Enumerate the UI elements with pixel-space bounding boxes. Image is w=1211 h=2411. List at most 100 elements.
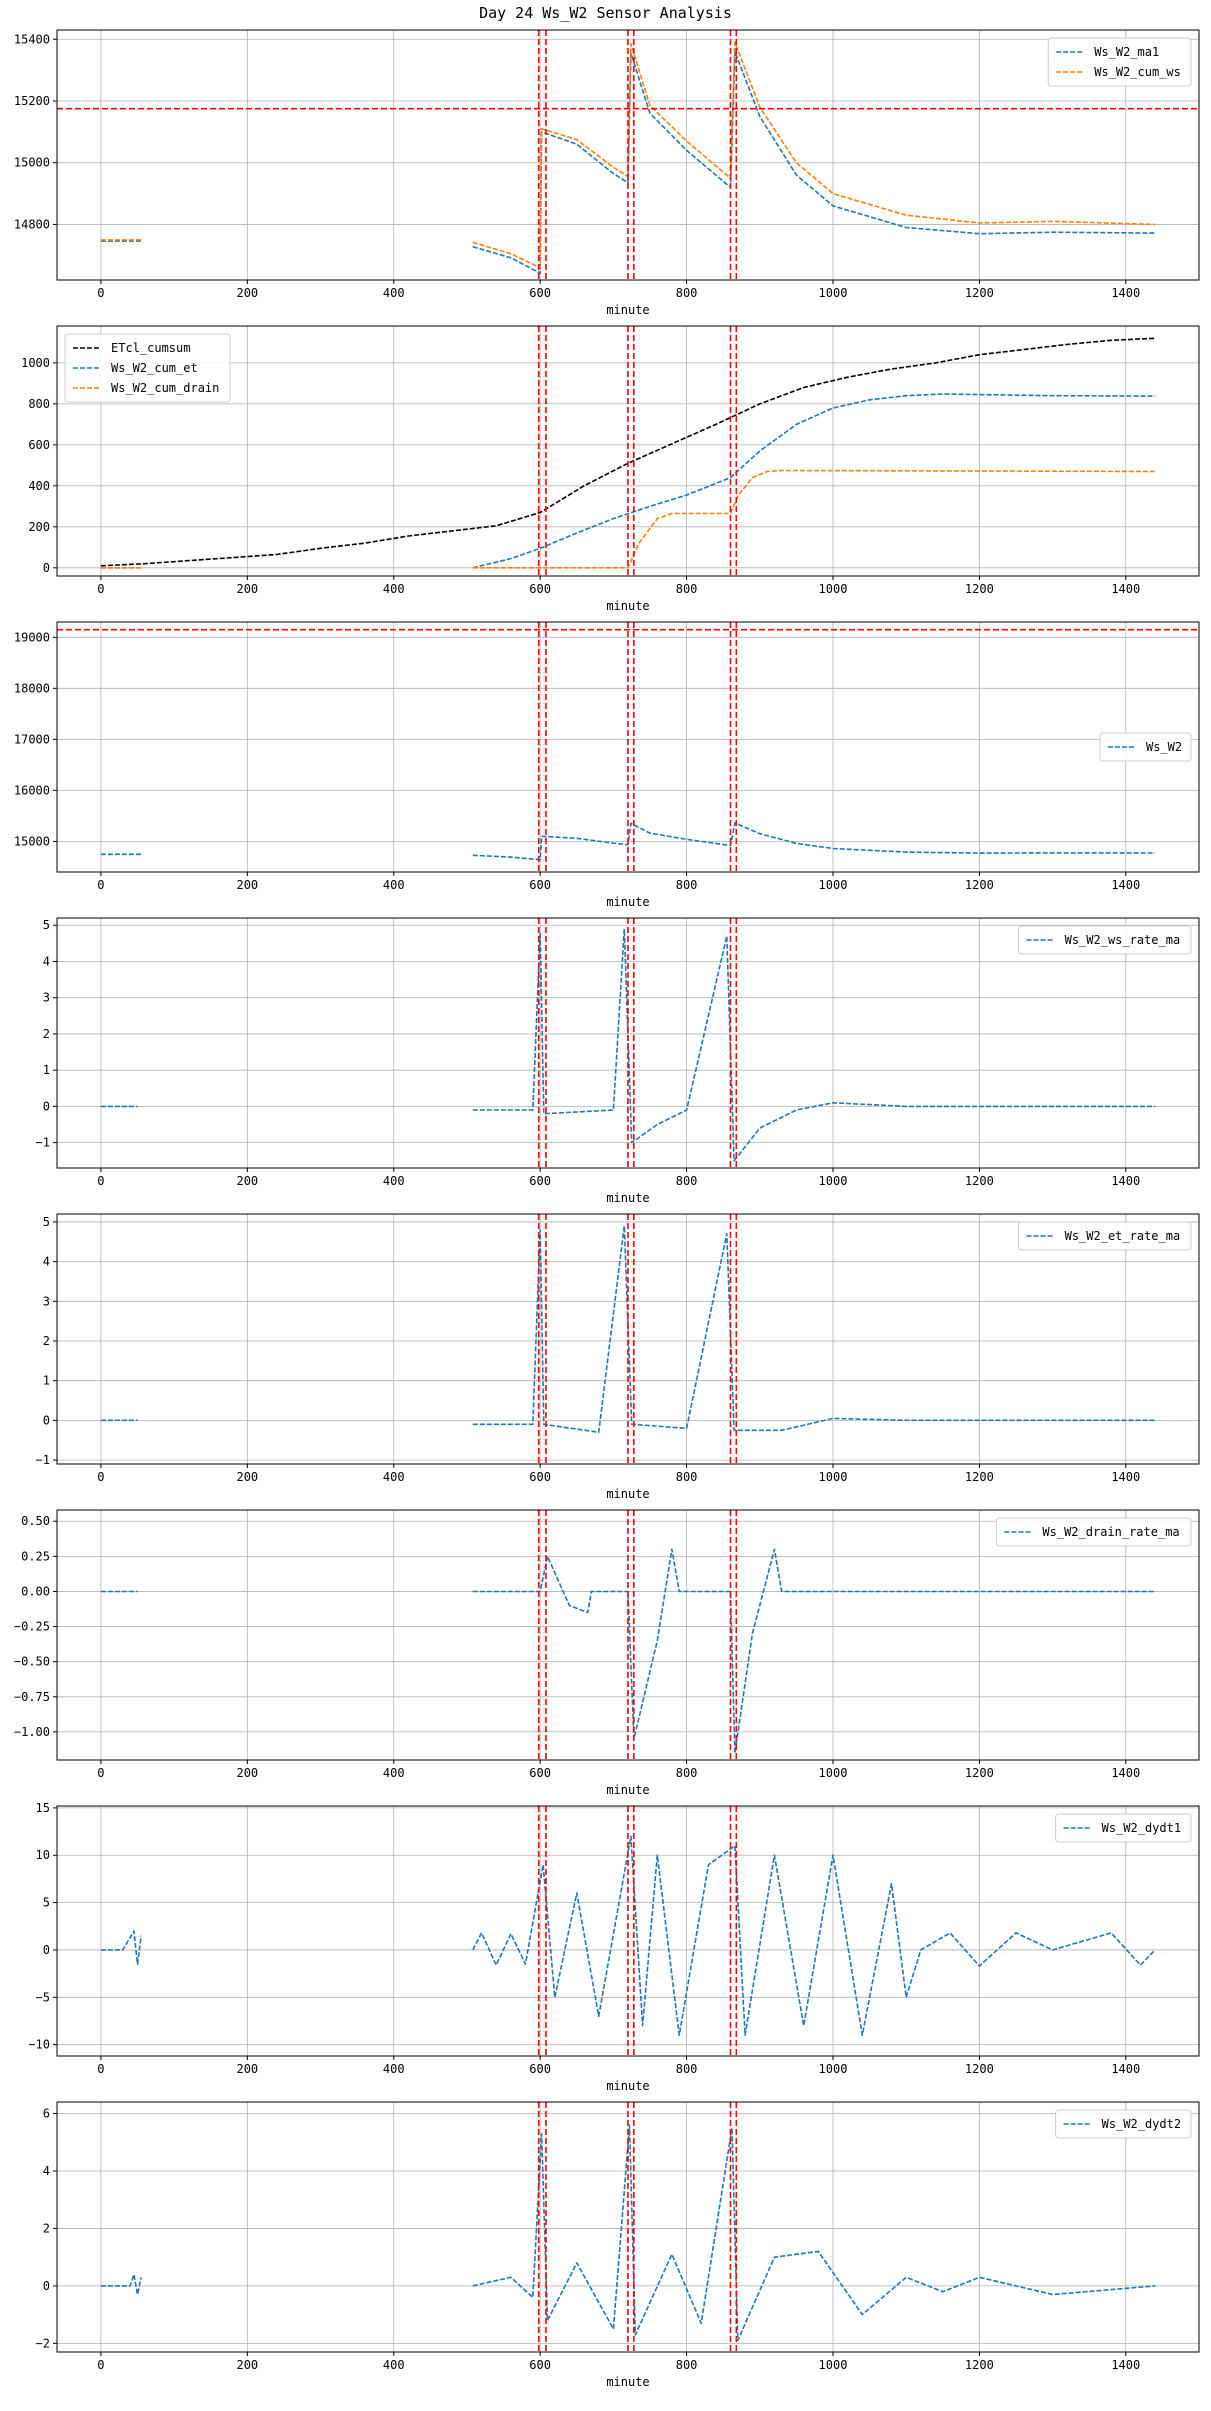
series-line-Ws_W2_cum_ws xyxy=(100,41,1156,269)
x-tick-label: 400 xyxy=(383,1766,405,1780)
y-tick-label: −1.00 xyxy=(14,1725,50,1739)
legend-box xyxy=(1047,37,1192,87)
y-tick-label: 0 xyxy=(43,561,50,575)
x-tick-label: 1000 xyxy=(819,878,848,892)
series-line-Ws_W2_ma1 xyxy=(100,50,1156,274)
y-tick-label: 1 xyxy=(43,1063,50,1077)
x-tick-label: 1400 xyxy=(1111,878,1140,892)
legend-box xyxy=(1099,732,1192,762)
x-tick-label: 1400 xyxy=(1111,286,1140,300)
x-tick-label: 1400 xyxy=(1111,1766,1140,1780)
x-tick-label: 800 xyxy=(676,1174,698,1188)
chart-panel-5: 0 200 400 600 800 1000 1200 1400 −1 0 1 2 3 4 5 minute W… xyxy=(36,1213,1200,1501)
y-tick-label: −1 xyxy=(36,1453,50,1467)
y-tick-label: 3 xyxy=(43,991,50,1005)
x-tick-label: 600 xyxy=(529,1174,551,1188)
y-tick-label: −10 xyxy=(28,2038,50,2052)
x-tick-label: 600 xyxy=(529,1470,551,1484)
x-tick-label: 1200 xyxy=(965,1174,994,1188)
legend-label: Ws_W2_cum_et xyxy=(111,361,198,375)
x-tick-label: 1000 xyxy=(819,582,848,596)
x-tick-label: 200 xyxy=(236,878,258,892)
plot-area xyxy=(100,1806,1156,2056)
legend: Ws_W2_drain_rate_ma xyxy=(995,1517,1192,1547)
legend-label: Ws_W2_ma1 xyxy=(1094,45,1159,59)
x-tick-label: 200 xyxy=(236,2062,258,2076)
x-tick-label: 800 xyxy=(676,2358,698,2372)
series-line-ETcl_cumsum xyxy=(100,337,1156,567)
series-line-Ws_W2 xyxy=(100,822,1156,861)
legend-label: Ws_W2_dydt1 xyxy=(1102,1821,1181,1835)
x-tick-label: 400 xyxy=(383,2358,405,2372)
plot-area xyxy=(100,2102,1156,2352)
y-tick-label: 15400 xyxy=(14,32,50,46)
x-tick-label: 800 xyxy=(676,1766,698,1780)
legend-box xyxy=(1018,925,1192,955)
x-tick-label: 800 xyxy=(676,2062,698,2076)
legend-label: Ws_W2_ws_rate_ma xyxy=(1065,933,1181,947)
y-tick-label: 14800 xyxy=(14,217,50,231)
y-tick-label: 0 xyxy=(43,1413,50,1427)
x-tick-label: 200 xyxy=(236,286,258,300)
series-line-Ws_W2_ws_rate_ma xyxy=(100,928,1156,1162)
legend: Ws_W2_ws_rate_ma xyxy=(1018,925,1192,955)
legend-label: Ws_W2_dydt2 xyxy=(1102,2117,1181,2131)
y-tick-label: 4 xyxy=(43,1255,50,1269)
x-tick-label: 1000 xyxy=(819,286,848,300)
y-tick-label: 400 xyxy=(28,479,50,493)
legend-box xyxy=(64,333,231,403)
x-tick-label: 1400 xyxy=(1111,2062,1140,2076)
x-tick-label: 1200 xyxy=(965,286,994,300)
y-tick-label: −0.75 xyxy=(14,1690,50,1704)
chart-panel-4: 0 200 400 600 800 1000 1200 1400 −1 0 1 2 3 4 5 minute W… xyxy=(36,917,1200,1205)
x-tick-label: 1400 xyxy=(1111,582,1140,596)
x-axis-label: minute xyxy=(606,1783,649,1797)
x-axis-label: minute xyxy=(606,1191,649,1205)
chart-panel-3: 0 200 400 600 800 1000 1200 1400 15000 16000 17000… xyxy=(14,621,1200,909)
x-tick-label: 1000 xyxy=(819,1470,848,1484)
x-tick-label: 1200 xyxy=(965,878,994,892)
x-axis-label: minute xyxy=(606,303,649,317)
x-tick-label: 600 xyxy=(529,2062,551,2076)
y-tick-label: 0.00 xyxy=(21,1584,50,1598)
legend: Ws_W2_dydt1 xyxy=(1055,1813,1192,1843)
x-tick-label: 400 xyxy=(383,878,405,892)
y-tick-label: 10 xyxy=(36,1848,50,1862)
y-tick-label: 2 xyxy=(43,2221,50,2235)
y-tick-label: 15 xyxy=(36,1801,50,1815)
legend: ETcl_cumsum Ws_W2_cum_et Ws_W2_cum_drain xyxy=(64,333,231,403)
x-tick-label: 1400 xyxy=(1111,1470,1140,1484)
x-tick-label: 400 xyxy=(383,582,405,596)
x-tick-label: 1400 xyxy=(1111,2358,1140,2372)
x-tick-label: 400 xyxy=(383,286,405,300)
plot-area xyxy=(100,1510,1156,1760)
x-tick-label: 200 xyxy=(236,582,258,596)
plot-area xyxy=(100,1214,1156,1464)
y-tick-label: 6 xyxy=(43,2106,50,2120)
chart-panel-6: 0 200 400 600 800 1000 1200 1400 −1.00 −0.75 −0.50… xyxy=(14,1509,1200,1797)
y-tick-label: 2 xyxy=(43,1334,50,1348)
y-tick-label: 0 xyxy=(43,1943,50,1957)
x-tick-label: 1200 xyxy=(965,1470,994,1484)
y-tick-label: 0.50 xyxy=(21,1514,50,1528)
plot-area xyxy=(100,326,1156,576)
x-tick-label: 800 xyxy=(676,878,698,892)
legend-box xyxy=(1055,2109,1192,2139)
y-tick-label: −2 xyxy=(36,2336,50,2350)
grid xyxy=(57,918,1199,1168)
x-axis-label: minute xyxy=(606,2079,649,2093)
figure-title: Day 24 Ws_W2 Sensor Analysis xyxy=(479,4,732,22)
grid xyxy=(57,326,1199,576)
y-tick-label: 0.25 xyxy=(21,1549,50,1563)
chart-panel-2: 0 200 400 600 800 1000 1200 1400 0 200 400 600 800 10… xyxy=(21,325,1200,613)
y-tick-label: 800 xyxy=(28,397,50,411)
axes-frame xyxy=(56,1509,1200,1761)
x-tick-label: 1000 xyxy=(819,2358,848,2372)
legend-label: Ws_W2_et_rate_ma xyxy=(1065,1229,1181,1243)
chart-panel-7: 0 200 400 600 800 1000 1200 1400 −10 −5 0 5 10 15 minu… xyxy=(28,1801,1200,2093)
x-axis-label: minute xyxy=(606,1487,649,1501)
grid xyxy=(57,1510,1199,1760)
x-axis-label: minute xyxy=(606,895,649,909)
x-axis-label: minute xyxy=(606,599,649,613)
axes-frame xyxy=(56,1213,1200,1465)
